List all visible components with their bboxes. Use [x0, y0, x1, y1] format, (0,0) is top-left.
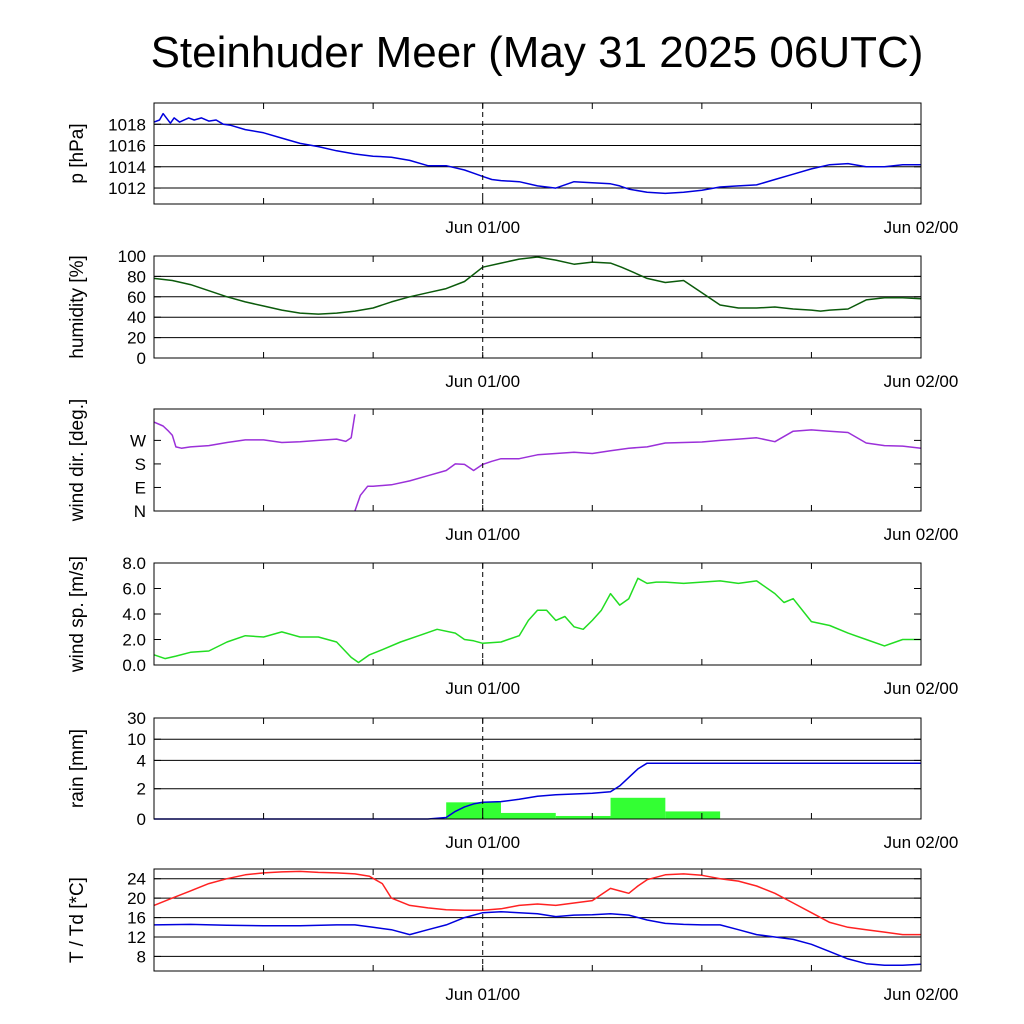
y-tick-label: 1012: [108, 179, 146, 198]
y-axis-label: rain [mm]: [67, 729, 88, 808]
y-tick-label: 8.0: [122, 554, 146, 573]
series-line: [153, 870, 921, 936]
rain-bar: [610, 797, 666, 819]
y-tick-label: 0.0: [122, 656, 146, 675]
y-tick-label: S: [135, 455, 146, 474]
rain-bar: [555, 815, 611, 819]
rain-bar: [665, 811, 721, 819]
x-tick-label: Jun 02/00: [884, 372, 959, 391]
rain-bar: [446, 802, 501, 819]
plot-frame: [153, 717, 922, 820]
series-line: [153, 577, 921, 664]
plot-frame: [153, 868, 922, 972]
series-line: [354, 429, 922, 512]
x-tick-label: Jun 01/00: [445, 372, 520, 391]
y-tick-label: 1014: [108, 158, 146, 177]
y-tick-label: 1016: [108, 137, 146, 156]
chart-title: Steinhuder Meer (May 31 2025 06UTC): [151, 28, 924, 77]
x-tick-label: Jun 01/00: [445, 833, 520, 852]
x-tick-label: Jun 01/00: [445, 985, 520, 1004]
y-tick-label: 12: [127, 928, 146, 947]
y-axis-label: T / Td [*C]: [67, 877, 88, 963]
x-tick-label: Jun 02/00: [884, 679, 959, 698]
series-line: [153, 414, 356, 449]
y-tick-label: 4.0: [122, 605, 146, 624]
plot-frame: [153, 408, 922, 512]
x-tick-label: Jun 01/00: [445, 525, 520, 544]
series-line: [153, 910, 922, 966]
y-tick-label: 0: [137, 810, 146, 829]
y-tick-label: 1018: [108, 115, 146, 134]
y-tick-label: 0: [137, 349, 146, 368]
rain-bar: [500, 812, 556, 819]
y-tick-label: 100: [118, 247, 146, 266]
y-tick-label: 20: [127, 329, 146, 348]
y-tick-label: 10: [127, 730, 146, 749]
x-tick-label: Jun 02/00: [884, 525, 959, 544]
x-tick-label: Jun 02/00: [884, 833, 959, 852]
y-tick-label: W: [130, 431, 146, 450]
y-tick-label: 40: [127, 308, 146, 327]
series-line: [154, 762, 921, 820]
y-axis-label: humidity [%]: [67, 255, 88, 358]
y-tick-label: 80: [127, 267, 146, 286]
y-tick-label: 4: [137, 751, 146, 770]
y-tick-label: 20: [127, 889, 146, 908]
y-axis-label: wind dir. [deg.]: [67, 399, 88, 523]
series-line: [153, 112, 921, 195]
y-tick-label: 24: [127, 870, 146, 889]
y-tick-label: 8: [137, 947, 146, 966]
y-tick-label: E: [135, 478, 146, 497]
plot-frame: [153, 102, 922, 205]
x-tick-label: Jun 01/00: [445, 218, 520, 237]
x-tick-label: Jun 01/00: [445, 679, 520, 698]
x-tick-label: Jun 02/00: [884, 985, 959, 1004]
y-tick-label: 2: [137, 780, 146, 799]
y-tick-label: 2.0: [122, 631, 146, 650]
chart-panel-3: 0.0 2.0 4.0 6.0 8.0 Jun 01/00 Jun 02/00 wind sp…: [67, 554, 958, 698]
x-tick-label: Jun 02/00: [884, 218, 959, 237]
y-tick-label: N: [134, 502, 146, 521]
series-line: [153, 256, 922, 315]
chart-panel-4: 0 2 4 10 30 Jun 01/00 Jun 02/00 rain [mm]: [67, 709, 958, 852]
y-axis-label: p [hPa]: [67, 123, 88, 183]
y-tick-label: 60: [127, 288, 146, 307]
plot-frame: [153, 255, 922, 359]
y-tick-label: 6.0: [122, 580, 146, 599]
y-tick-label: 16: [127, 909, 146, 928]
y-axis-label: wind sp. [m/s]: [67, 556, 88, 673]
chart-panel-0: 1012 1014 1016 1018 Jun 01/00 Jun 02/00 p [hPa…: [67, 102, 959, 237]
y-tick-label: 30: [127, 709, 146, 728]
